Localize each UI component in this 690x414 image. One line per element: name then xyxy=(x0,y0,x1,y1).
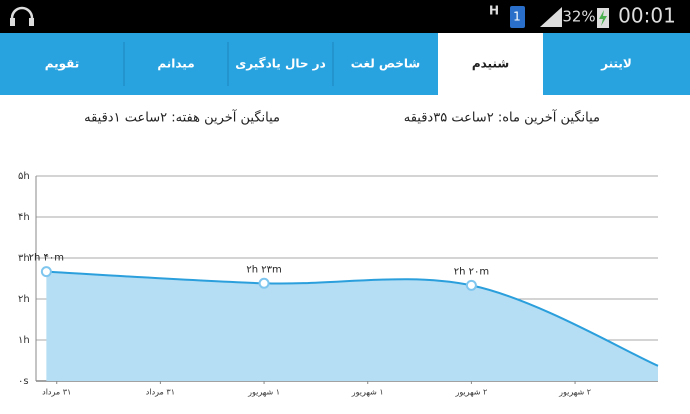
sim-icon xyxy=(510,6,525,28)
x-tick-label: ۳۱ مرداد xyxy=(146,388,175,397)
x-tick-label: ۳۱ مرداد xyxy=(42,388,71,397)
battery-percent: 32% xyxy=(562,8,595,26)
tab-bar xyxy=(0,33,690,95)
status-bar xyxy=(0,0,690,33)
tab[interactable]: تقویم xyxy=(45,57,80,72)
headphone-icon xyxy=(29,18,34,26)
tab[interactable]: در حال یادگیری xyxy=(235,57,326,71)
y-tick-label: ۲h xyxy=(18,294,30,305)
signal-icon xyxy=(540,7,562,27)
headphone-icon xyxy=(10,18,15,26)
tab[interactable]: لایتنر xyxy=(600,57,632,71)
y-tick-label: ۵h xyxy=(18,171,30,182)
area xyxy=(46,271,659,381)
line xyxy=(46,270,659,367)
y-tick-label: ۱h xyxy=(18,335,30,346)
data-label: ۲h ۴۰m xyxy=(29,253,64,264)
data-label: ۲h ۲۰m xyxy=(454,266,489,277)
network-type: H xyxy=(489,4,499,18)
week-average: میانگین آخرین هفته: ۲ساعت ۱دقیقه xyxy=(84,109,280,126)
data-point xyxy=(258,277,270,289)
sim-number: 1 xyxy=(513,10,521,24)
data-point xyxy=(465,279,477,291)
month-average: میانگین آخرین ماه: ۲ساعت ۳۵دقیقه xyxy=(404,109,600,126)
y-tick-label: ۰s xyxy=(18,376,29,387)
tab-selected xyxy=(438,33,543,95)
data-label: ۲h ۲۳m xyxy=(246,264,281,275)
x-tick-label: ۱ شهریور xyxy=(247,388,280,397)
tab[interactable]: شاخص لغت xyxy=(351,57,421,71)
data-point xyxy=(40,266,52,278)
x-tick-label: ۲ شهریور xyxy=(558,388,591,397)
x-tick-label: ۲ شهریور xyxy=(454,388,487,397)
y-tick-label: ۳h xyxy=(18,253,30,264)
tab[interactable]: شنیدم xyxy=(472,57,509,72)
x-tick-label: ۱ شهریور xyxy=(351,388,384,397)
battery-icon xyxy=(599,10,607,26)
y-tick-label: ۴h xyxy=(18,212,30,223)
tab[interactable]: میدانم xyxy=(157,57,194,71)
headphone-icon xyxy=(10,6,34,24)
clock: 00:01 xyxy=(618,4,676,28)
